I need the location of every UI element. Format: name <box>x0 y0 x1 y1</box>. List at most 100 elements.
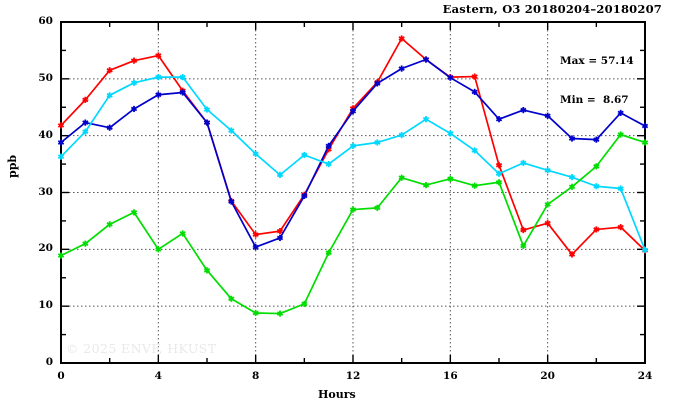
y-tick-label: 0 <box>45 356 53 368</box>
marker-stroke <box>228 128 235 133</box>
data-point <box>447 130 454 137</box>
data-point <box>82 128 89 135</box>
y-tick-label: 60 <box>38 15 53 27</box>
marker-stroke <box>106 125 113 131</box>
marker-stroke <box>520 107 527 113</box>
data-point <box>471 182 478 189</box>
data-point <box>301 151 308 159</box>
marker-stroke <box>82 120 89 125</box>
marker-stroke <box>471 74 478 79</box>
data-point <box>617 109 624 117</box>
data-point <box>155 52 162 59</box>
x-tick-label: 12 <box>345 370 361 382</box>
data-point <box>228 198 235 205</box>
data-point <box>301 192 308 200</box>
marker-stroke <box>471 89 478 95</box>
marker-stroke <box>349 108 357 114</box>
marker-stroke <box>325 250 332 256</box>
data-point <box>495 116 503 123</box>
marker-stroke <box>520 227 527 233</box>
data-point <box>203 106 211 113</box>
data-point <box>422 116 430 123</box>
data-point <box>641 122 649 130</box>
marker-stroke <box>422 182 430 188</box>
data-point <box>568 183 576 190</box>
marker-stroke <box>252 232 259 237</box>
marker-stroke <box>520 243 527 249</box>
marker-stroke <box>228 199 235 204</box>
data-point <box>155 91 162 98</box>
data-point <box>471 73 478 80</box>
data-point <box>593 136 600 143</box>
marker-stroke <box>155 74 162 80</box>
data-point <box>568 135 576 142</box>
marker-stroke <box>228 296 235 302</box>
data-point <box>130 79 138 86</box>
data-point <box>398 174 405 181</box>
marker-stroke <box>641 123 649 129</box>
marker-stroke <box>471 183 478 189</box>
x-tick-label: 16 <box>443 370 458 382</box>
data-point <box>398 132 405 139</box>
data-point <box>398 65 405 72</box>
marker-stroke <box>398 132 405 138</box>
marker-stroke <box>130 210 138 215</box>
data-point <box>179 74 186 81</box>
data-point <box>495 170 503 177</box>
marker-stroke <box>57 253 65 258</box>
marker-stroke <box>568 184 576 190</box>
data-point <box>447 74 454 81</box>
marker-stroke <box>544 202 551 207</box>
y-tick-label: 20 <box>38 242 53 255</box>
marker-stroke <box>422 57 430 62</box>
marker-stroke <box>106 67 113 73</box>
data-point <box>520 159 527 167</box>
data-point <box>106 92 113 99</box>
data-point <box>422 182 430 189</box>
series-day3 <box>57 74 649 253</box>
marker-stroke <box>130 58 138 63</box>
data-point <box>520 242 527 250</box>
data-point <box>617 131 624 138</box>
marker-stroke <box>203 107 211 112</box>
data-point <box>544 112 551 119</box>
marker-stroke <box>641 247 649 253</box>
marker-stroke <box>82 129 89 135</box>
x-tick-label: 24 <box>637 370 653 382</box>
marker-stroke <box>349 143 357 149</box>
data-point <box>252 309 259 317</box>
data-point <box>617 224 624 231</box>
marker-stroke <box>495 171 503 177</box>
data-point <box>57 252 65 259</box>
data-point <box>252 243 259 251</box>
marker-stroke <box>106 92 113 98</box>
data-point <box>130 105 138 113</box>
y-tick-label: 50 <box>38 71 53 84</box>
marker-stroke <box>179 231 186 236</box>
marker-stroke <box>471 148 478 153</box>
marker-stroke <box>203 268 211 273</box>
data-point <box>520 226 527 234</box>
marker-stroke <box>130 80 138 86</box>
marker-stroke <box>593 137 600 142</box>
marker-stroke <box>520 160 527 166</box>
marker-stroke <box>252 244 259 250</box>
data-point <box>495 162 503 169</box>
data-point <box>325 160 332 168</box>
data-point <box>179 89 186 96</box>
marker-stroke <box>593 183 600 189</box>
data-point <box>106 124 113 131</box>
marker-stroke <box>130 106 138 112</box>
data-point <box>447 175 454 182</box>
marker-stroke <box>447 176 454 182</box>
marker-stroke <box>325 143 332 149</box>
data-point <box>228 295 235 302</box>
marker-stroke <box>349 207 357 212</box>
data-point <box>617 185 624 192</box>
y-tick-label: 40 <box>38 128 53 141</box>
data-point <box>374 139 381 146</box>
marker-stroke <box>57 154 65 160</box>
marker-stroke <box>544 220 551 226</box>
marker-stroke <box>82 97 89 103</box>
